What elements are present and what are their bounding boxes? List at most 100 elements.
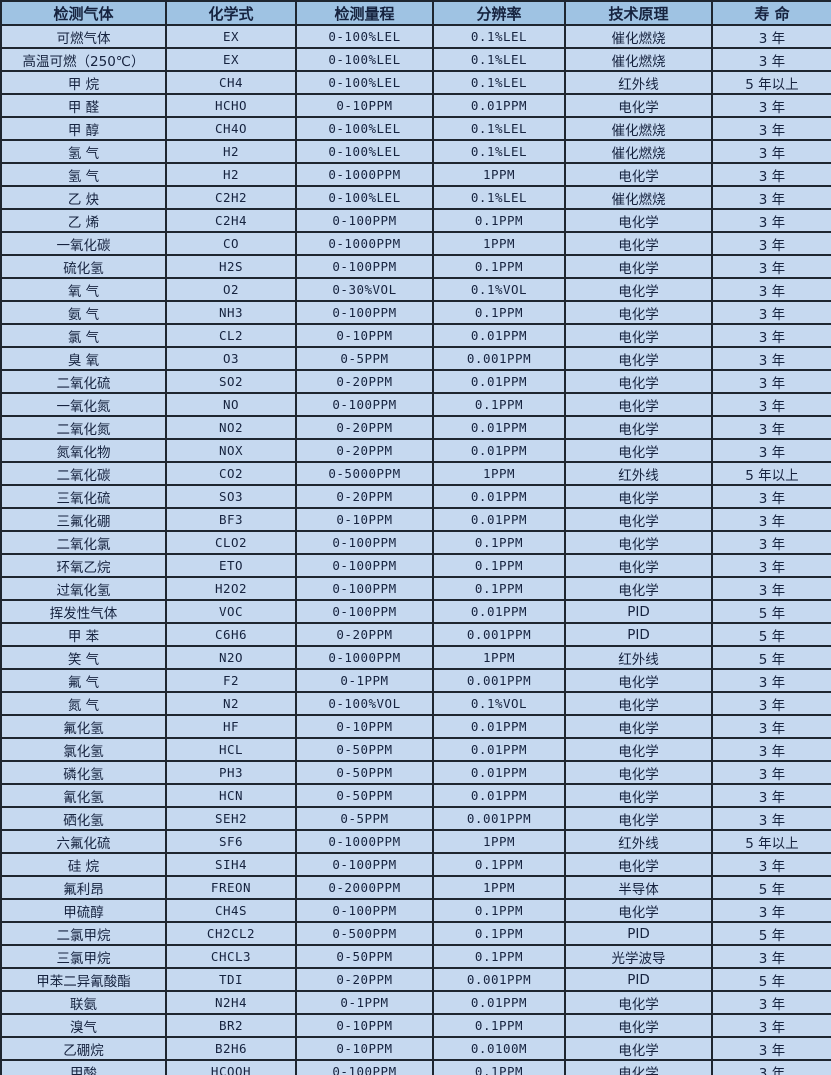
table-row: 甲 醛 HCHO 0-10PPM 0.01PPM 电化学 3 年 — [0, 93, 831, 118]
cell-resolution: 0.1PPM — [432, 392, 566, 417]
cell-detection-range: 0-50PPM — [295, 760, 434, 785]
table-row: 氮氧化物 NOX 0-20PPM 0.01PPM 电化学 3 年 — [0, 438, 831, 463]
cell-tech-principle: 电化学 — [564, 668, 713, 693]
cell-tech-principle: 电化学 — [564, 783, 713, 808]
table-row: 笑 气 N2O 0-1000PPM 1PPM 红外线 5 年 — [0, 645, 831, 670]
table-row: 过氧化氢 H2O2 0-100PPM 0.1PPM 电化学 3 年 — [0, 576, 831, 601]
cell-resolution: 0.1%LEL — [432, 24, 566, 49]
cell-gas-name: 甲 烷 — [0, 70, 167, 95]
cell-tech-principle: 电化学 — [564, 231, 713, 256]
cell-tech-principle: 光学波导 — [564, 944, 713, 969]
cell-gas-name: 三氟化硼 — [0, 507, 167, 532]
cell-gas-name: 硅 烷 — [0, 852, 167, 877]
cell-detection-range: 0-30%VOL — [295, 277, 434, 302]
column-header-chemical-formula: 化学式 — [165, 0, 297, 26]
cell-tech-principle: 催化燃烧 — [564, 24, 713, 49]
cell-resolution: 0.1PPM — [432, 553, 566, 578]
table-row: 甲 烷 CH4 0-100%LEL 0.1%LEL 红外线 5 年以上 — [0, 70, 831, 95]
table-row: 氯化氢 HCL 0-50PPM 0.01PPM 电化学 3 年 — [0, 737, 831, 762]
cell-resolution: 0.01PPM — [432, 760, 566, 785]
table-row: 乙 烯 C2H4 0-100PPM 0.1PPM 电化学 3 年 — [0, 208, 831, 233]
cell-lifespan: 3 年 — [711, 760, 831, 785]
cell-lifespan: 3 年 — [711, 24, 831, 49]
table-row: 磷化氢 PH3 0-50PPM 0.01PPM 电化学 3 年 — [0, 760, 831, 785]
cell-gas-name: 氟 气 — [0, 668, 167, 693]
cell-gas-name: 甲 醇 — [0, 116, 167, 141]
cell-chemical-formula: HCL — [165, 737, 297, 762]
cell-tech-principle: 红外线 — [564, 461, 713, 486]
cell-gas-name: 挥发性气体 — [0, 599, 167, 624]
table-row: 三氟化硼 BF3 0-10PPM 0.01PPM 电化学 3 年 — [0, 507, 831, 532]
table-row: 甲硫醇 CH4S 0-100PPM 0.1PPM 电化学 3 年 — [0, 898, 831, 923]
cell-lifespan: 5 年 — [711, 921, 831, 946]
cell-gas-name: 氯化氢 — [0, 737, 167, 762]
cell-resolution: 0.1PPM — [432, 530, 566, 555]
cell-resolution: 0.1%VOL — [432, 277, 566, 302]
cell-tech-principle: PID — [564, 967, 713, 992]
cell-tech-principle: 电化学 — [564, 576, 713, 601]
cell-gas-name: 二氧化硫 — [0, 369, 167, 394]
cell-detection-range: 0-100PPM — [295, 553, 434, 578]
cell-tech-principle: 电化学 — [564, 760, 713, 785]
cell-resolution: 0.1PPM — [432, 254, 566, 279]
table-row: 乙硼烷 B2H6 0-10PPM 0.0100M 电化学 3 年 — [0, 1036, 831, 1061]
cell-chemical-formula: CL2 — [165, 323, 297, 348]
cell-lifespan: 3 年 — [711, 806, 831, 831]
cell-gas-name: 氰化氢 — [0, 783, 167, 808]
cell-detection-range: 0-1000PPM — [295, 829, 434, 854]
table-row: 二氧化氮 NO2 0-20PPM 0.01PPM 电化学 3 年 — [0, 415, 831, 440]
cell-gas-name: 一氧化碳 — [0, 231, 167, 256]
cell-gas-name: 臭 氧 — [0, 346, 167, 371]
cell-resolution: 0.01PPM — [432, 93, 566, 118]
cell-gas-name: 氮 气 — [0, 691, 167, 716]
cell-gas-name: 乙硼烷 — [0, 1036, 167, 1061]
table-row: 二氧化氯 CLO2 0-100PPM 0.1PPM 电化学 3 年 — [0, 530, 831, 555]
table-row: 溴气 BR2 0-10PPM 0.1PPM 电化学 3 年 — [0, 1013, 831, 1038]
cell-resolution: 0.01PPM — [432, 714, 566, 739]
cell-lifespan: 3 年 — [711, 1013, 831, 1038]
cell-detection-range: 0-1000PPM — [295, 645, 434, 670]
cell-chemical-formula: BF3 — [165, 507, 297, 532]
cell-gas-name: 甲硫醇 — [0, 898, 167, 923]
cell-chemical-formula: FREON — [165, 875, 297, 900]
cell-detection-range: 0-5000PPM — [295, 461, 434, 486]
cell-gas-name: 三氯甲烷 — [0, 944, 167, 969]
cell-gas-name: 氨 气 — [0, 300, 167, 325]
cell-resolution: 0.1%LEL — [432, 47, 566, 72]
cell-gas-name: 甲 苯 — [0, 622, 167, 647]
cell-lifespan: 3 年 — [711, 346, 831, 371]
cell-lifespan: 5 年 — [711, 645, 831, 670]
cell-tech-principle: 电化学 — [564, 277, 713, 302]
cell-lifespan: 5 年以上 — [711, 461, 831, 486]
cell-resolution: 0.1%LEL — [432, 139, 566, 164]
cell-resolution: 0.1%LEL — [432, 116, 566, 141]
cell-lifespan: 3 年 — [711, 576, 831, 601]
column-header-resolution: 分辨率 — [432, 0, 566, 26]
cell-tech-principle: 催化燃烧 — [564, 139, 713, 164]
cell-detection-range: 0-10PPM — [295, 93, 434, 118]
cell-chemical-formula: CH2CL2 — [165, 921, 297, 946]
cell-lifespan: 3 年 — [711, 185, 831, 210]
table-row: 氟 气 F2 0-1PPM 0.001PPM 电化学 3 年 — [0, 668, 831, 693]
cell-chemical-formula: ETO — [165, 553, 297, 578]
cell-detection-range: 0-100PPM — [295, 300, 434, 325]
cell-lifespan: 3 年 — [711, 714, 831, 739]
cell-chemical-formula: HCOOH — [165, 1059, 297, 1075]
table-row: 挥发性气体 VOC 0-100PPM 0.01PPM PID 5 年 — [0, 599, 831, 624]
cell-lifespan: 3 年 — [711, 231, 831, 256]
cell-detection-range: 0-1PPM — [295, 990, 434, 1015]
cell-resolution: 1PPM — [432, 875, 566, 900]
cell-lifespan: 5 年 — [711, 875, 831, 900]
cell-detection-range: 0-100%VOL — [295, 691, 434, 716]
table-row: 氢 气 H2 0-1000PPM 1PPM 电化学 3 年 — [0, 162, 831, 187]
cell-resolution: 1PPM — [432, 645, 566, 670]
cell-chemical-formula: NO2 — [165, 415, 297, 440]
cell-tech-principle: 电化学 — [564, 553, 713, 578]
cell-tech-principle: 电化学 — [564, 300, 713, 325]
table-header: 检测气体 化学式 检测量程 分辨率 技术原理 寿 命 — [0, 0, 831, 26]
cell-resolution: 0.01PPM — [432, 415, 566, 440]
cell-detection-range: 0-5PPM — [295, 806, 434, 831]
cell-tech-principle: 电化学 — [564, 93, 713, 118]
cell-tech-principle: 电化学 — [564, 1059, 713, 1075]
cell-chemical-formula: O3 — [165, 346, 297, 371]
